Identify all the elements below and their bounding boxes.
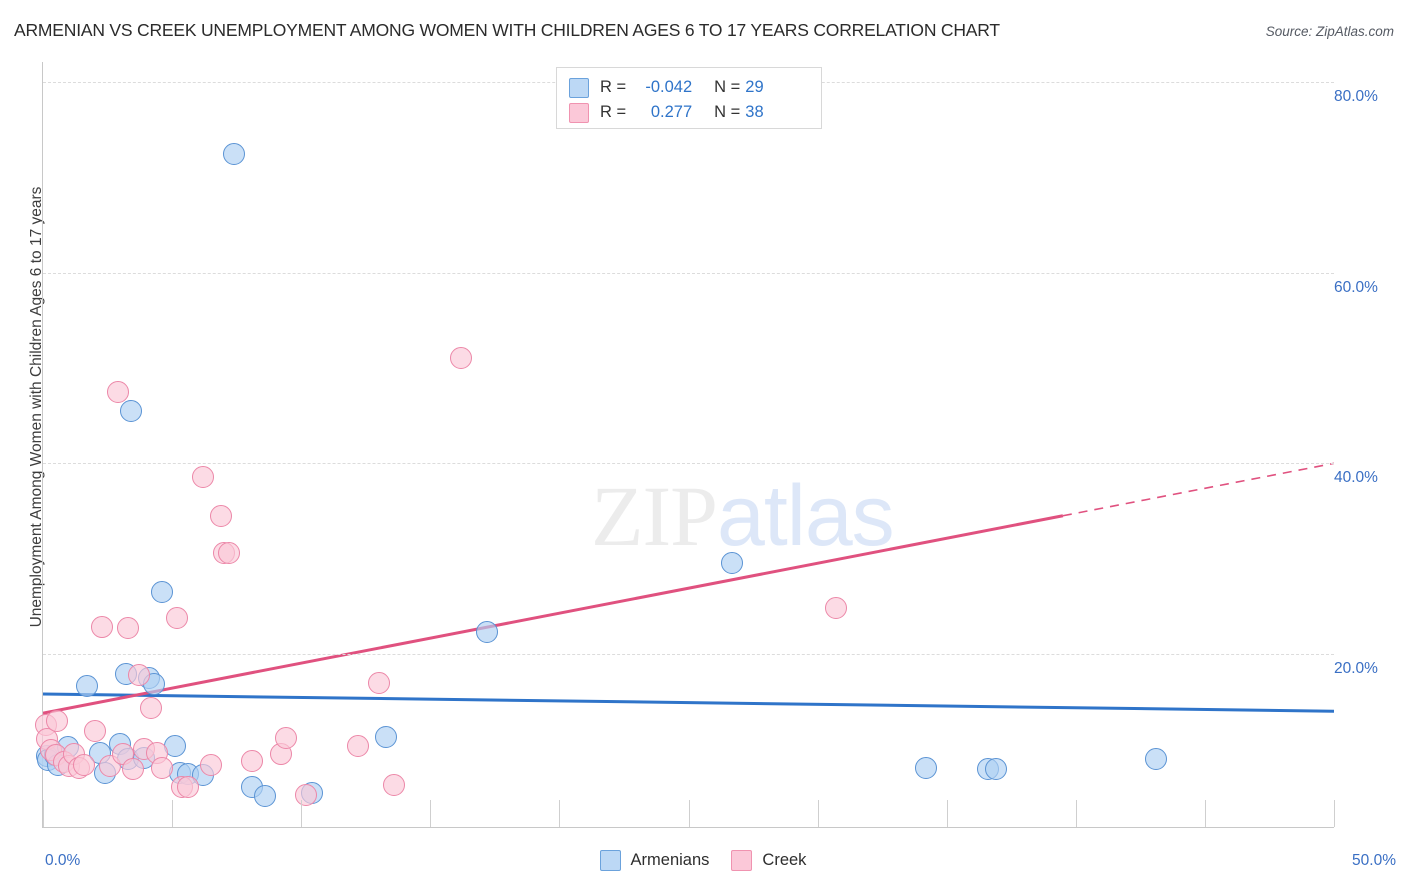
legend-swatch-creek-icon [569,102,589,123]
data-point-armenians-25[interactable] [476,621,499,644]
data-point-creek-26[interactable] [199,753,222,776]
x-tick-50 [1334,800,1335,827]
data-point-armenians-29[interactable] [984,758,1007,781]
r-value-armenians: -0.042 [645,78,693,96]
data-point-creek-21[interactable] [150,757,173,780]
trendline-armenians [43,692,1334,713]
data-point-creek-29[interactable] [217,541,240,564]
y-axis-line [42,62,43,828]
data-point-armenians-11[interactable] [119,399,142,422]
y-tick-label-80: 80.0% [1334,88,1378,105]
data-point-creek-9[interactable] [73,753,96,776]
series-legend-item-armenians[interactable]: Armenians [599,850,710,871]
gridline-y-40 [43,463,1334,465]
series-label-armenians: Armenians [630,851,710,869]
series-legend-item-creek[interactable]: Creek [731,850,806,871]
data-point-creek-34[interactable] [347,734,369,757]
x-tick-30 [817,800,819,827]
data-point-armenians-26[interactable] [721,552,744,575]
gridline-y-20 [43,654,1334,655]
correlation-row-armenians: R = -0.042 N = 29 [569,75,809,100]
gridline-y-60 [43,272,1334,274]
data-point-creek-11[interactable] [91,616,114,639]
data-point-armenians-22[interactable] [254,785,277,808]
data-point-creek-32[interactable] [274,726,297,749]
legend-swatch-armenians-icon [569,77,589,98]
x-tick-25 [688,800,690,827]
data-point-creek-19[interactable] [140,697,163,720]
r-label-armenians: R = [600,78,627,96]
data-point-creek-15[interactable] [117,617,140,640]
correlation-row-creek: R = 0.277 N = 38 [569,100,809,125]
n-value-creek: 38 [745,103,764,121]
data-point-creek-16[interactable] [122,758,145,781]
data-point-creek-30[interactable] [241,749,264,772]
x-tick-label-min: 0.0% [45,852,81,869]
n-value-armenians: 29 [745,78,764,96]
plot-area: ZIPatlas [34,62,1334,827]
data-point-creek-22[interactable] [166,606,189,629]
data-point-creek-25[interactable] [192,465,215,488]
n-label-creek: N = [714,103,741,121]
r-value-creek: 0.277 [650,103,693,121]
x-tick-35 [946,800,948,827]
x-tick-20 [559,800,561,827]
data-point-creek-38[interactable] [824,597,847,620]
data-point-armenians-27[interactable] [915,757,938,780]
data-point-creek-4[interactable] [46,709,69,732]
trendline-creek [43,514,1064,715]
y-tick-label-20: 20.0% [1334,660,1378,677]
data-point-creek-33[interactable] [295,784,318,807]
series-swatch-creek-icon [731,850,753,871]
x-tick-5 [172,800,174,827]
data-point-creek-27[interactable] [210,504,233,527]
page-title: ARMENIAN VS CREEK UNEMPLOYMENT AMONG WOM… [14,20,1000,40]
n-label-armenians: N = [714,78,741,96]
source-attribution: Source: ZipAtlas.com [1265,24,1394,39]
data-point-creek-24[interactable] [176,776,199,799]
trendline-extension-creek [1062,462,1334,517]
data-point-creek-13[interactable] [106,380,129,403]
data-point-armenians-30[interactable] [1144,747,1167,770]
x-tick-label-max: 50.0% [1352,852,1396,869]
x-tick-45 [1204,800,1206,827]
y-tick-label-40: 40.0% [1334,469,1378,487]
x-tick-40 [1075,800,1077,827]
series-swatch-armenians-icon [599,850,621,871]
data-point-armenians-15[interactable] [150,581,173,604]
data-point-armenians-5[interactable] [75,675,98,698]
r-label-creek: R = [600,103,627,121]
series-legend: Armenians Creek [0,850,1406,871]
correlation-legend: R = -0.042 N = 29 R = 0.277 N = 38 [556,67,822,129]
data-point-creek-36[interactable] [383,773,406,796]
trendlines-layer [43,462,1334,715]
data-point-armenians-24[interactable] [375,725,398,748]
x-axis-line [42,827,1334,828]
x-tick-15 [430,800,432,827]
data-point-creek-35[interactable] [367,671,390,694]
data-point-armenians-20[interactable] [223,142,246,165]
x-tick-10 [301,800,303,827]
series-label-creek: Creek [762,851,807,869]
data-point-creek-10[interactable] [83,720,106,743]
data-point-creek-17[interactable] [127,663,150,686]
data-point-creek-37[interactable] [450,347,473,370]
y-tick-label-60: 60.0% [1334,278,1378,296]
x-tick-0 [43,800,44,827]
